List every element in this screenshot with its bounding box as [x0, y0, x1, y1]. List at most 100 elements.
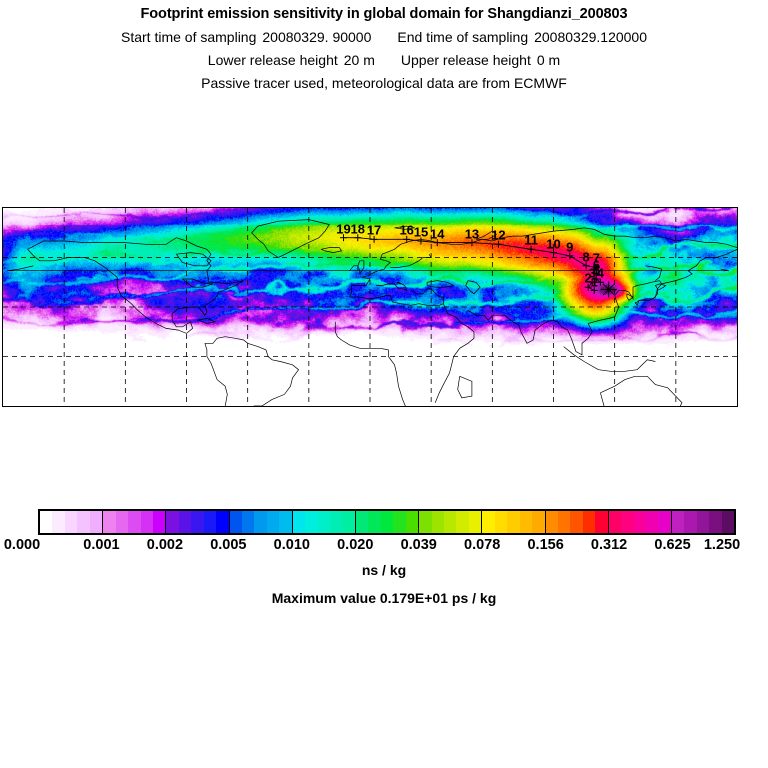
colorbar-band	[266, 511, 280, 533]
colorbar-band	[482, 511, 495, 533]
colorbar-tick-label: 0.020	[337, 537, 374, 553]
colorbar-segment	[166, 511, 230, 533]
colorbar-band	[229, 511, 242, 533]
colorbar-segment	[419, 511, 483, 533]
colorbar-tick-label: 0.312	[590, 537, 628, 553]
colorbar-band	[330, 511, 343, 533]
colorbar-segment	[103, 511, 167, 533]
colorbar-band	[444, 511, 457, 533]
page-title: Footprint emission sensitivity in global…	[140, 6, 628, 22]
coastline-south-america	[204, 336, 300, 406]
coastline-mediterranean	[349, 288, 444, 306]
coastline-aleutians	[7, 265, 729, 272]
coastline-asia-south	[467, 280, 663, 356]
colorbar-band	[658, 511, 671, 533]
colorbar-tick-label: 1.250	[703, 537, 741, 553]
colorbar-band	[419, 511, 432, 533]
colorbar-band	[380, 511, 394, 533]
coastline-black-sea	[426, 280, 455, 288]
colorbar-band	[431, 511, 444, 533]
coastline-baltic	[390, 254, 432, 268]
colorbar-segment	[671, 511, 735, 533]
lower-release-value: 20 m	[343, 52, 375, 68]
colorbar-segment	[482, 511, 546, 533]
coastline-greenland	[251, 219, 330, 258]
coastline-europe-north	[349, 234, 534, 298]
coastline-sakhalin	[645, 265, 663, 281]
colorbar-tick-label: 0.002	[146, 537, 184, 553]
colorbar-band	[216, 511, 229, 533]
coastline-japan	[634, 283, 667, 304]
start-time-label: Start time of sampling	[120, 29, 257, 45]
colorbar-band	[582, 511, 596, 533]
coastline-great-lakes	[182, 278, 214, 288]
upper-release-label: Upper release height	[400, 52, 531, 68]
map-plot-frame: 19 18 17 16 15 14 13 12 11 10 9 8 7 6 5 4 3 2 1	[2, 207, 738, 407]
colorbar-tick-label: 0.625	[654, 537, 691, 553]
coastline-east-africa	[434, 303, 475, 403]
coastline-north-america	[27, 237, 244, 334]
map-overlay-svg	[3, 208, 737, 406]
colorbar-band	[140, 511, 153, 533]
colorbar-band	[621, 511, 634, 533]
colorbar-tick-label: 0.000	[3, 537, 41, 553]
colorbar-tick-label: 0.001	[83, 537, 120, 553]
colorbar-band	[368, 511, 381, 533]
release-site-marker	[607, 287, 611, 292]
colorbar-band	[709, 511, 722, 533]
colorbar-tick-label: 0.010	[273, 537, 310, 553]
coastline-kamchatka	[661, 248, 737, 285]
colorbar-band	[721, 511, 735, 533]
colorbar-band	[64, 511, 78, 533]
colorbar-band	[608, 511, 622, 533]
colorbar-band	[152, 511, 166, 533]
colorbar-band	[557, 511, 571, 533]
colorbar-band	[305, 511, 318, 533]
coastline-ireland	[349, 265, 359, 272]
colorbar-band	[519, 511, 533, 533]
colorbar-tick-labels: 0.000 0.001 0.002 0.005 0.010 0.020 0.039 0.078…	[0, 537, 768, 555]
colorbar-band	[128, 511, 141, 533]
colorbar-band	[545, 511, 558, 533]
colorbar-band	[507, 511, 520, 533]
tracer-note: Passive tracer used, meteorological data…	[201, 75, 567, 91]
coastline-iceland	[320, 247, 343, 253]
colorbar-band	[115, 511, 129, 533]
coastline-siberia-north	[533, 227, 737, 248]
colorbar-unit-label: ns / kg	[361, 562, 407, 578]
colorbar-band	[254, 511, 267, 533]
colorbar-band	[178, 511, 192, 533]
colorbar-band	[456, 511, 469, 533]
end-time-value: 20080329.120000	[534, 29, 648, 45]
header-block: Footprint emission sensitivity in global…	[0, 0, 768, 91]
end-time-label: End time of sampling	[397, 29, 529, 45]
coastline-south-america-west	[204, 343, 228, 406]
upper-release-value: 0 m	[536, 52, 561, 68]
colorbar-segment	[608, 511, 672, 533]
colorbar-band	[570, 511, 583, 533]
colorbar-band	[494, 511, 508, 533]
colorbar	[38, 509, 736, 535]
colorbar-band	[292, 511, 306, 533]
colorbar-band	[52, 511, 65, 533]
colorbar-band	[342, 511, 355, 533]
colorbar-tick-label: 0.005	[210, 537, 247, 553]
coastline-cuba	[196, 318, 217, 324]
lower-release-label: Lower release height	[207, 52, 338, 68]
colorbar-segment	[545, 511, 609, 533]
colorbar-segment	[40, 511, 104, 533]
colorbar-tick-label: 0.039	[400, 537, 437, 553]
coastline-west-africa	[334, 321, 406, 406]
colorbar-band	[279, 511, 292, 533]
colorbar-band	[89, 511, 103, 533]
colorbar-band	[317, 511, 331, 533]
colorbar-band	[696, 511, 710, 533]
coastline-svalbard	[394, 225, 415, 230]
colorbar-band	[103, 511, 116, 533]
colorbar-band	[405, 511, 419, 533]
start-time-value: 20080329. 90000	[262, 29, 372, 45]
colorbar-band	[203, 511, 217, 533]
colorbar-band	[532, 511, 545, 533]
colorbar-band	[633, 511, 646, 533]
colorbar-band	[191, 511, 204, 533]
